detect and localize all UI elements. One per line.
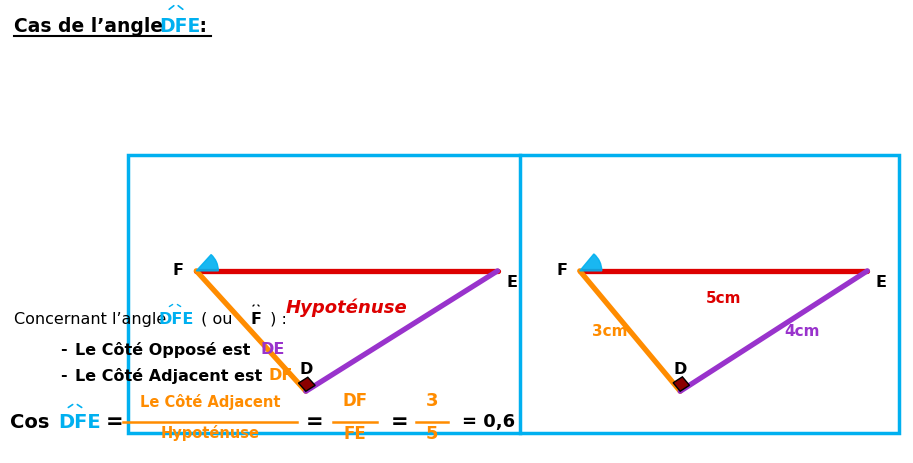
Text: F: F	[556, 263, 567, 278]
Text: Le Côté Opposé est: Le Côté Opposé est	[75, 342, 256, 358]
Text: DF: DF	[268, 368, 292, 383]
Text: Cas de l’angle: Cas de l’angle	[14, 17, 170, 36]
Text: Concernant l’angle: Concernant l’angle	[14, 312, 172, 327]
Text: = 0,6: = 0,6	[462, 413, 515, 431]
Text: E: E	[506, 275, 517, 290]
Text: 5cm: 5cm	[706, 291, 741, 306]
Bar	[128, 155, 899, 433]
Polygon shape	[673, 377, 689, 391]
Text: E: E	[876, 275, 887, 290]
Text: 3cm: 3cm	[593, 324, 628, 338]
Text: F: F	[251, 312, 262, 327]
Text: D: D	[299, 362, 312, 377]
Text: Le Côté Adjacent: Le Côté Adjacent	[140, 394, 280, 410]
Text: ( ou: ( ou	[196, 312, 237, 327]
Text: DFE: DFE	[158, 312, 194, 327]
Text: Hypoténuse: Hypoténuse	[161, 425, 259, 441]
Text: 3: 3	[425, 392, 438, 410]
Text: =: =	[306, 412, 324, 432]
Text: 4cm: 4cm	[784, 324, 820, 338]
Text: -: -	[60, 368, 67, 383]
Text: DFE: DFE	[58, 413, 100, 432]
Text: Hypoténuse: Hypoténuse	[286, 299, 408, 317]
Text: DF: DF	[342, 392, 368, 410]
Text: Cos: Cos	[10, 413, 49, 432]
Wedge shape	[196, 255, 218, 271]
Text: ) :: ) :	[265, 312, 287, 327]
Text: DE: DE	[260, 342, 284, 357]
Text: D: D	[674, 362, 687, 377]
Text: :: :	[193, 17, 207, 36]
Wedge shape	[580, 254, 602, 271]
Text: FE: FE	[343, 425, 366, 443]
Text: =: =	[391, 412, 409, 432]
Text: 5: 5	[425, 425, 438, 443]
Text: Le Côté Adjacent est: Le Côté Adjacent est	[75, 368, 268, 384]
Polygon shape	[299, 377, 315, 391]
Text: DFE: DFE	[159, 17, 200, 36]
Text: =: =	[106, 412, 124, 432]
Text: -: -	[60, 342, 67, 357]
Text: F: F	[173, 263, 184, 278]
